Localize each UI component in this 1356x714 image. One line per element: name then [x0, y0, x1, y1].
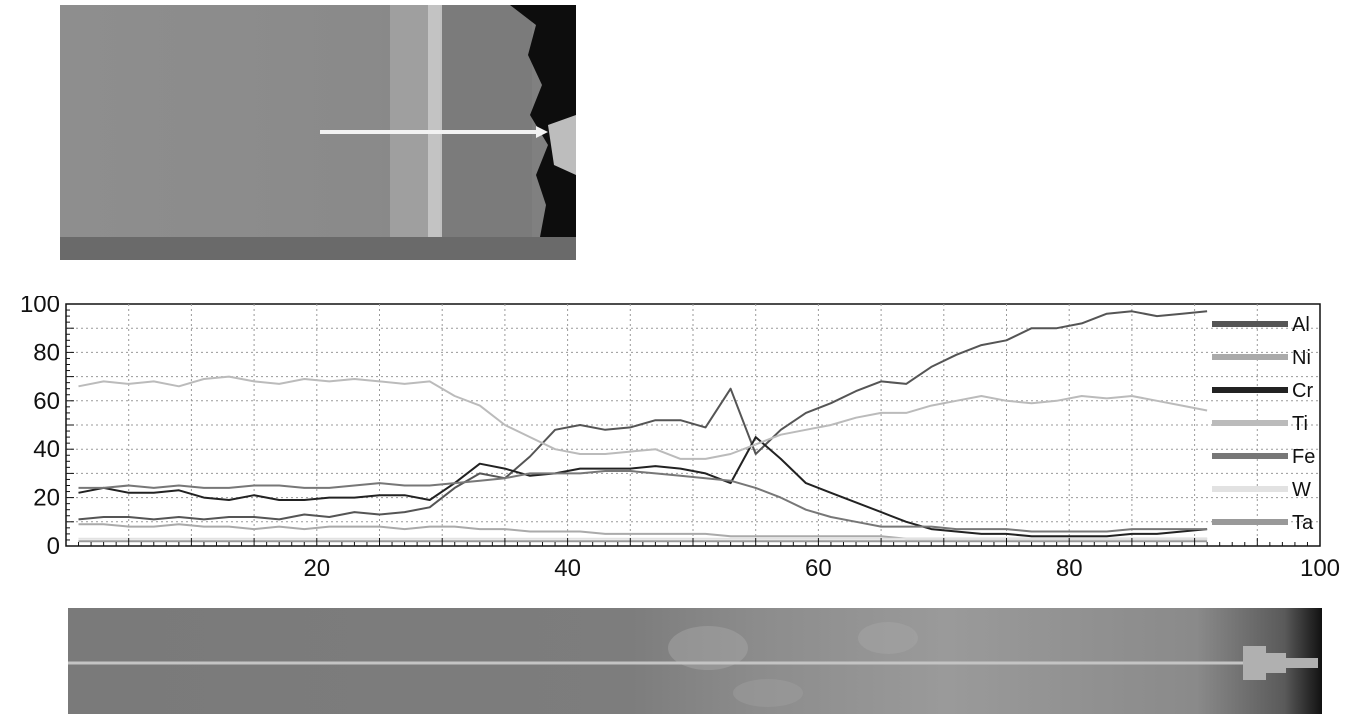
y-tick-label: 20: [33, 485, 60, 512]
grid: [66, 304, 1320, 546]
x-tick-label: 20: [303, 555, 330, 582]
bright-feature: [733, 679, 803, 707]
sem-micrograph-bottom: [68, 608, 1322, 714]
x-tick-label: 100: [1300, 555, 1340, 582]
y-tick-label: 100: [20, 296, 60, 318]
axes: 20 40 60 80 100 0 20 40 60 80 100: [20, 296, 1340, 582]
x-tick-label: 60: [805, 555, 832, 582]
legend-label-ni: Ni: [1292, 347, 1311, 369]
legend-swatch-ta: [1212, 519, 1288, 525]
legend-swatch-al: [1212, 321, 1288, 327]
legend-label-cr: Cr: [1292, 380, 1313, 402]
sem-micrograph-top: [60, 5, 576, 260]
legend-label-ti: Ti: [1292, 413, 1308, 435]
series-line-fe: [78, 470, 1208, 533]
linescan-arrow-head: [536, 126, 548, 138]
series-line-ti: [78, 375, 1208, 460]
dark-mount-region: [510, 5, 576, 237]
bright-feature: [668, 626, 748, 670]
composition-line-chart: 20 40 60 80 100 0 20 40 60 80 100 Al Ni Cr Ti Fe W Ta: [20, 296, 1340, 582]
y-tick-label: 40: [33, 436, 60, 463]
legend-swatch-cr: [1212, 387, 1288, 393]
linescan-arrow-head: [1243, 646, 1318, 680]
bright-debris: [548, 115, 576, 175]
legend-swatch-w: [1212, 486, 1288, 492]
legend-swatch-ti: [1212, 420, 1288, 426]
series-line-cr: [78, 436, 1208, 538]
legend-label-al: Al: [1292, 314, 1310, 336]
series-lines: [78, 310, 1208, 543]
y-tick-label: 0: [47, 533, 60, 560]
legend: Al Ni Cr Ti Fe W Ta: [1212, 314, 1315, 534]
legend-label-fe: Fe: [1292, 446, 1315, 468]
legend-label-ta: Ta: [1292, 512, 1314, 534]
scale-bar-strip: [60, 237, 576, 260]
series-line-al: [78, 310, 1208, 521]
bright-precipitate-band: [428, 5, 442, 237]
legend-swatch-fe: [1212, 453, 1288, 459]
x-tick-label: 80: [1056, 555, 1083, 582]
bright-feature: [858, 622, 918, 654]
legend-label-w: W: [1292, 479, 1311, 501]
y-tick-label: 80: [33, 339, 60, 366]
y-tick-label: 60: [33, 388, 60, 415]
substrate-edge-region: [442, 5, 532, 237]
legend-swatch-ni: [1212, 354, 1288, 360]
x-tick-label: 40: [554, 555, 581, 582]
